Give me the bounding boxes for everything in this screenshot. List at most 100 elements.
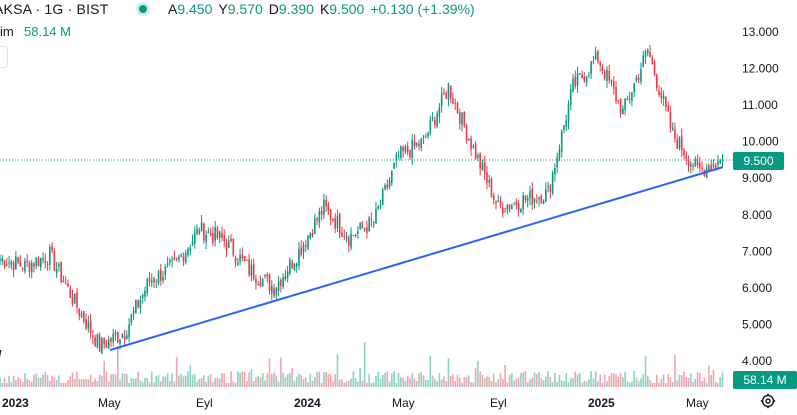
candle [520,208,522,213]
close-label: K [319,1,330,17]
candle [665,95,667,112]
volume-bar [39,377,42,387]
candle [307,234,309,251]
volume-bar [223,373,226,387]
candle [533,197,536,209]
volume-bar [141,382,144,387]
candle [415,142,418,148]
volume-bar [563,380,565,387]
volume-bar [318,371,321,387]
volume-bar [64,382,67,387]
candle [227,235,230,249]
volume-bar [139,380,142,387]
volume-bar [268,358,271,387]
candle [8,256,10,269]
symbol-title[interactable]: AKSA · 1G · BIST [0,1,109,17]
candle [62,275,65,283]
candle [42,252,44,264]
candle [572,73,574,93]
volume-bar [424,379,427,387]
candle [393,162,395,169]
candle [542,199,545,205]
candle [223,229,226,248]
volume-bar [323,372,325,387]
volume-bar [370,382,373,387]
candle [622,105,624,115]
time-tick-label: May [686,396,709,410]
candle [443,88,445,96]
candle [114,329,117,341]
volume-bar [549,376,552,387]
candle [80,310,83,319]
volume-bar [92,381,94,387]
volume-bar [230,371,232,387]
candle [0,254,1,266]
volume-bar [332,381,334,387]
volume-bar [123,373,126,387]
volume-bar [350,378,352,387]
candle [196,224,198,236]
candle [551,170,554,196]
volume-bar [637,380,640,387]
trendline[interactable] [109,166,723,351]
candle [24,257,26,274]
volume-bar [393,371,395,387]
volume-bar [658,382,660,387]
volume-bar [128,382,130,387]
volume-bar [60,382,62,387]
candle [341,226,343,238]
volume-bar [160,381,162,387]
candle [83,311,85,324]
volume-bar [622,376,624,387]
volume-bar [212,382,214,387]
high-label: Y [218,1,228,17]
volume-bar [669,377,672,387]
candle [44,253,47,269]
volume-bar [148,381,151,387]
candle [540,194,543,205]
volume-bar [44,371,47,387]
gear-icon[interactable] [760,393,776,409]
candle [454,98,457,111]
open-value: 9.450 [177,1,213,17]
candle [203,222,205,244]
candle [651,55,654,65]
candle [316,216,318,226]
volume-bar [187,371,189,387]
volume-bar [384,372,386,387]
volume-bar [651,382,654,387]
volume-bar [284,377,287,387]
volume-bar [379,378,382,387]
volume-bar [248,372,250,387]
candle [701,161,703,172]
candle [588,72,590,79]
volume-bar [615,374,617,387]
time-axis[interactable]: 2023 May Eyl 2024 May Eyl 2025 May [2,396,709,410]
candle [37,256,40,267]
price-axis[interactable]: 13.000 12.000 11.000 10.000 9.000 8.000 7.000 6… [742,25,779,368]
candle [597,49,599,64]
candle [424,133,427,139]
volume-bar [21,381,24,387]
volume-bar [338,379,341,387]
candle [549,183,552,199]
candle [252,258,255,281]
volume-bar [540,378,543,387]
volume-bar [130,377,133,387]
candle [116,331,119,344]
candle [132,306,135,320]
candle [683,147,685,160]
volume-bar [203,375,205,387]
candle [461,112,463,132]
volume-bar [452,374,454,387]
volume-bar [87,379,90,387]
candle [545,182,547,203]
candlesticks [0,44,724,355]
legend-collapse-button[interactable] [0,46,8,68]
candle [180,252,182,258]
volume-bar [588,379,590,387]
volume-bar [252,381,255,387]
price-tick-label: 5.000 [742,317,772,331]
candle [418,139,420,151]
